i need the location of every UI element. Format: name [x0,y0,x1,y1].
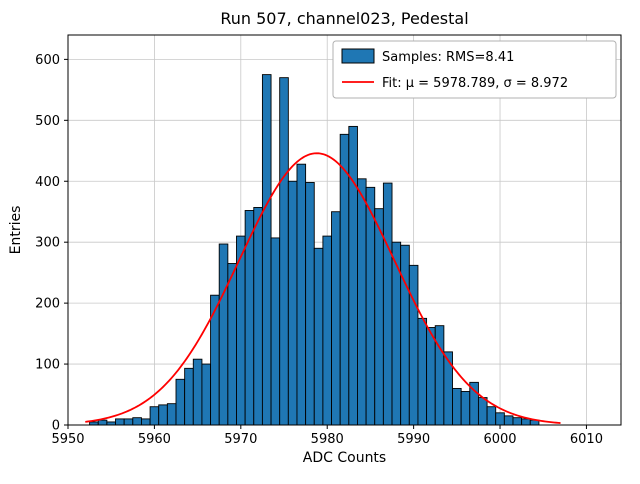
gaussian-fit-line [85,152,561,424]
legend-box [332,40,617,99]
legend-samples-label: Samples: RMS=8.41 [382,50,514,65]
y-tick-label: 0 [52,419,60,434]
chart-title: Run 507, channel023, Pedestal [220,9,468,28]
legend-fit-label: Fit: μ = 5978.789, σ = 8.972 [382,76,568,91]
plot-frame [67,34,622,426]
x-tick-label: 5950 [51,432,84,447]
y-tick-label: 600 [35,53,60,68]
axis-ticks [64,58,587,429]
y-axis-label: Entries [8,206,24,255]
legend: Samples: RMS=8.41 Fit: μ = 5978.789, σ =… [332,40,617,99]
legend-samples-patch [341,48,375,64]
x-tick-label: 5970 [224,432,257,447]
y-tick-label: 300 [35,236,60,251]
x-tick-label: 6010 [570,432,603,447]
y-tick-label: 500 [35,114,60,129]
x-tick-label: 5960 [138,432,171,447]
x-tick-label: 5990 [397,432,430,447]
y-tick-label: 400 [35,175,60,190]
x-axis-label: ADC Counts [303,450,386,466]
y-tick-label: 100 [35,358,60,373]
x-tick-label: 6000 [483,432,516,447]
y-tick-label: 200 [35,297,60,312]
x-tick-label: 5980 [311,432,344,447]
axis-tick-labels: 5950 5960 5970 5980 5990 6000 6010 0 100 200 300 40… [35,53,603,447]
histogram-bars [89,74,540,426]
